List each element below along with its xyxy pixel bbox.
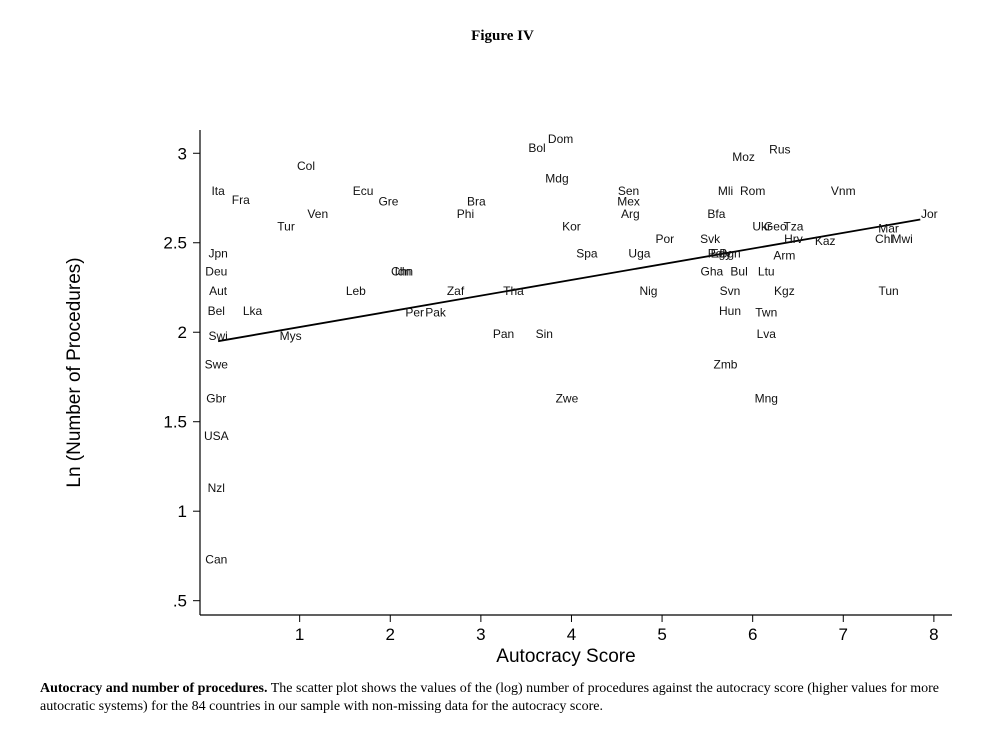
point-label: Rus (769, 143, 790, 157)
point-label: Tur (277, 220, 295, 234)
point-label: Hun (719, 304, 741, 318)
point-label: Chl (875, 232, 893, 246)
y-tick-label: 1.5 (163, 413, 187, 432)
y-tick-label: 3 (178, 144, 187, 163)
point-label: Jor (921, 207, 938, 221)
point-label: Per (405, 306, 424, 320)
point-label: Bul (730, 264, 747, 278)
point-label: Tha (503, 284, 524, 298)
point-label: Phi (457, 207, 474, 221)
point-label: Zwe (556, 391, 579, 405)
point-label: Twn (755, 306, 777, 320)
point-label: Bfa (707, 207, 725, 221)
x-tick-label: 8 (929, 625, 938, 644)
fit-line (217, 218, 921, 343)
point-label: Zaf (447, 284, 465, 298)
point-label: Mys (280, 329, 302, 343)
point-label: Pol (708, 246, 725, 260)
point-label: Pan (493, 327, 514, 341)
point-label: Svk (700, 232, 721, 246)
point-label: Ecu (353, 184, 374, 198)
fit-line-group (217, 218, 921, 343)
point-label: Idn (395, 264, 412, 278)
point-label: Bol (528, 141, 545, 155)
point-label: Svn (720, 284, 741, 298)
point-label: Geo (764, 220, 787, 234)
x-tick-label: 2 (386, 625, 395, 644)
point-label: Tun (878, 284, 898, 298)
point-label: Ita (211, 184, 225, 198)
point-label: Lka (243, 304, 263, 318)
point-label: Moz (732, 150, 755, 164)
x-tick-label: 5 (657, 625, 666, 644)
point-label: Rom (740, 184, 765, 198)
point-label: Mli (718, 184, 733, 198)
point-label: Deu (205, 264, 227, 278)
y-tick-label: 2 (178, 323, 187, 342)
y-tick-label: .5 (173, 592, 187, 611)
scatter-chart: 1 2 3 4 5 6 7 8 .5 1 1.5 2 2.5 3 Autocracy Score Ln (Nu… (64, 130, 952, 667)
x-tick-label: 4 (567, 625, 576, 644)
point-label: Tza (783, 220, 803, 234)
point-label: Leb (346, 284, 366, 298)
point-label: Ukr (752, 220, 771, 234)
point-label: Arm (773, 248, 795, 262)
y-axis-label: Ln (Number of Procedures) (64, 257, 85, 487)
point-label: Mar (878, 221, 899, 235)
point-label: Kor (562, 220, 581, 234)
point-label: Bra (467, 195, 486, 209)
point-label: Kgz (774, 284, 795, 298)
caption-bold: Autocracy and number of procedures. (40, 681, 268, 696)
x-tick-label: 6 (748, 625, 757, 644)
point-label: Arg (621, 207, 640, 221)
point-label: Gre (378, 195, 398, 209)
point-label: Vnm (831, 184, 856, 198)
point-label: Sin (536, 327, 553, 341)
y-tick-label: 1 (178, 502, 187, 521)
point-label: Hrv (784, 232, 803, 246)
point-label: Chn (391, 264, 413, 278)
point-label: Mng (755, 391, 778, 405)
point-label: Uga (628, 246, 650, 260)
point-label: Egy (711, 246, 732, 260)
x-axis-label: Autocracy Score (496, 646, 635, 667)
point-label: Bel (208, 304, 225, 318)
point-label: Kaz (815, 234, 836, 248)
point-label: Swi (208, 329, 227, 343)
figure-caption: Autocracy and number of procedures. The … (40, 680, 940, 716)
point-label: Por (655, 232, 674, 246)
point-label: Dom (548, 132, 573, 146)
axes: 1 2 3 4 5 6 7 8 .5 1 1.5 2 2.5 3 Autocracy Score Ln (Nu… (64, 130, 952, 667)
point-label: Can (205, 553, 227, 567)
point-label: Spa (576, 246, 598, 260)
point-label: Gha (701, 264, 724, 278)
caption-text: The scatter plot shows the values of the… (40, 681, 940, 714)
x-tick-label: 1 (295, 625, 304, 644)
point-label: Col (297, 159, 315, 173)
point-label: Gbr (206, 391, 226, 405)
point-label: Jpn (208, 246, 227, 260)
point-label: Bgn (719, 246, 740, 260)
point-label: Swe (205, 357, 229, 371)
x-tick-label: 7 (839, 625, 848, 644)
point-label: Sen (618, 184, 639, 198)
point-label: Mex (617, 195, 640, 209)
point-label: Nig (639, 284, 657, 298)
point-label: Zmb (713, 357, 737, 371)
point-label: Fra (232, 193, 250, 207)
point-label: Mwi (892, 232, 913, 246)
figure-title: Figure IV (471, 28, 534, 44)
y-tick-label: 2.5 (163, 234, 187, 253)
point-label: Ven (307, 207, 328, 221)
point-label: Ltu (758, 264, 775, 278)
point-label: Lva (757, 327, 777, 341)
point-label: Aut (209, 284, 228, 298)
point-label: Pak (425, 306, 447, 320)
point-label: Mdg (545, 171, 568, 185)
point-label: USA (204, 429, 229, 443)
x-tick-label: 3 (476, 625, 485, 644)
point-label: Nzl (208, 481, 225, 495)
